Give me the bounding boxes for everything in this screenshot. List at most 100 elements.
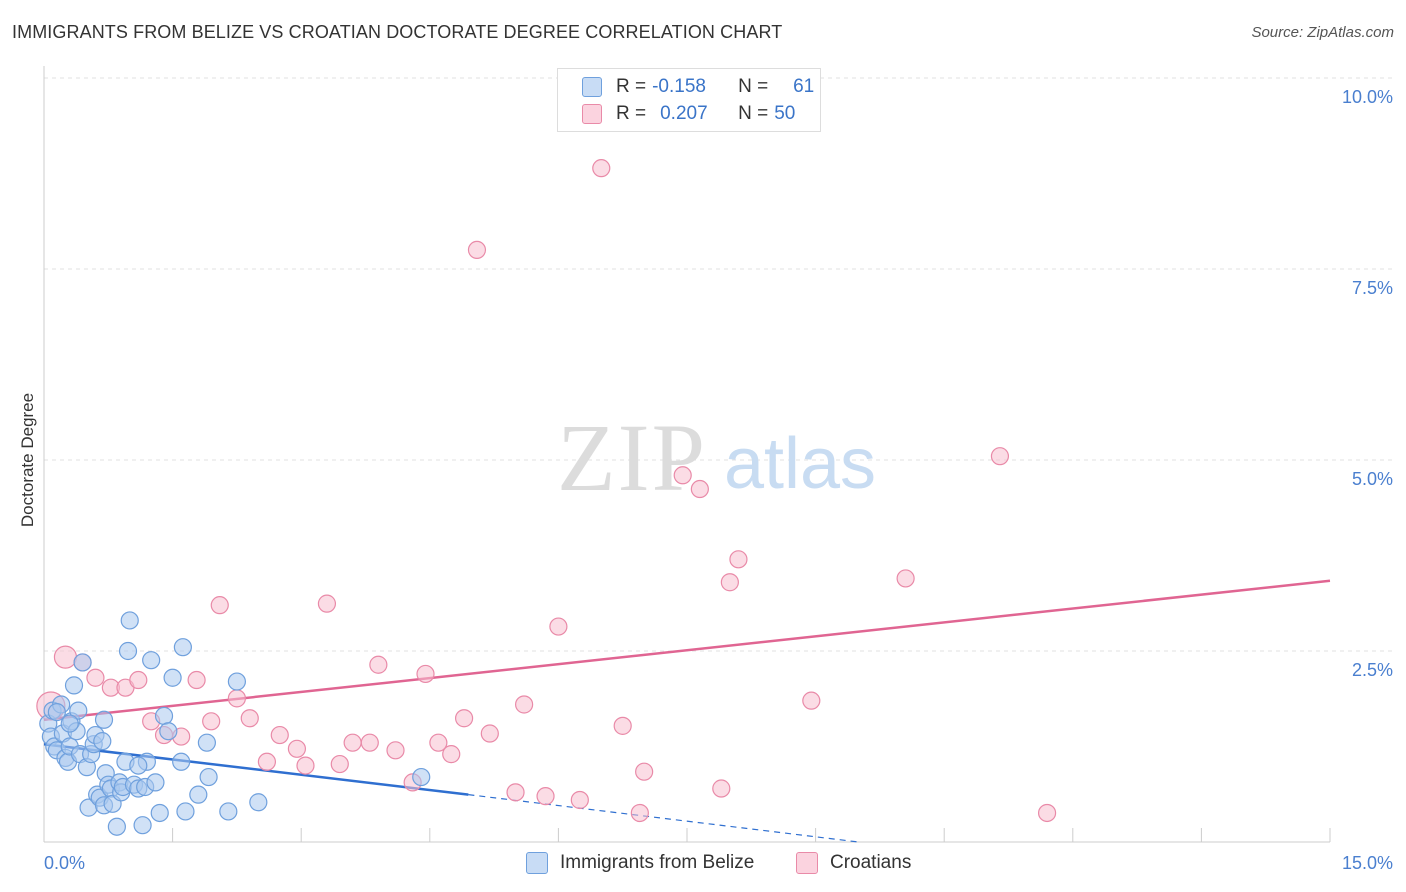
trend-lines [43, 579, 1331, 843]
croatians-point [515, 695, 534, 714]
croatians-point [729, 550, 748, 569]
legend-r-value: 0.207 [660, 103, 708, 124]
croatians-point [343, 733, 362, 752]
croatians-point [592, 159, 611, 178]
croatians-point [506, 783, 525, 802]
legend-swatch-croatians [796, 852, 818, 874]
legend-swatch-croatians [582, 104, 602, 124]
croatians-point [86, 668, 105, 687]
belize-point [159, 722, 178, 741]
legend-n-value: 50 [774, 103, 796, 124]
data-points [36, 159, 1057, 836]
croatians-point [202, 712, 221, 731]
belize-point [64, 676, 84, 695]
croatians-point [187, 670, 206, 690]
croatians-point [896, 569, 915, 588]
croatians-point [613, 716, 632, 735]
belize-point [47, 703, 66, 722]
legend-r-label: R = [616, 76, 647, 97]
tick-labels: 2.5% 5.0% 7.5% 10.0% 0.0% 15.0% [44, 87, 1393, 873]
croatians-point [429, 733, 448, 752]
croatians-point [210, 596, 229, 615]
belize-point [60, 714, 79, 733]
croatians-point [712, 779, 731, 798]
belize-point [172, 752, 191, 771]
croatians-point [287, 739, 307, 758]
belize-point [173, 638, 192, 657]
legend-r-label: R = [616, 103, 647, 124]
gridlines [44, 77, 1394, 652]
belize-point [154, 706, 174, 726]
croatians-point [454, 709, 474, 728]
x-tick-label: 15.0% [1342, 853, 1393, 873]
croatians-point [129, 670, 148, 690]
chart-title: IMMIGRANTS FROM BELIZE VS CROATIAN DOCTO… [12, 22, 783, 42]
series-legend: Immigrants from Belize Croatians [0, 852, 1406, 878]
croatians-point [570, 790, 589, 810]
correlation-legend: R = -0.158 N = 61 R = 0.207 N = 50 [557, 68, 821, 132]
legend-row-croatians: R = 0.207 N = 50 [582, 101, 810, 127]
croatians-point [1037, 803, 1057, 823]
croatians-point [630, 803, 649, 823]
legend-label-croatians: Croatians [830, 852, 912, 873]
belize-point [142, 651, 161, 670]
x-tick-label: 0.0% [44, 853, 85, 873]
belize-point [199, 767, 218, 787]
croatians-point [990, 447, 1010, 466]
belize-point [129, 756, 148, 775]
croatians-point [227, 689, 246, 708]
croatians-point [635, 762, 654, 781]
croatians-point [442, 745, 461, 764]
belize-point [197, 733, 216, 752]
legend-row-belize: R = -0.158 N = 61 [582, 74, 814, 100]
croatians-point [802, 691, 821, 710]
belize-point [73, 653, 92, 672]
legend-label-belize: Immigrants from Belize [560, 852, 755, 873]
croatians-trend-line [43, 579, 1331, 722]
croatians-point [317, 594, 337, 613]
croatians-point [536, 787, 555, 806]
croatians-point [690, 479, 709, 499]
belize-point [69, 701, 88, 720]
belize-point [227, 672, 246, 691]
legend-swatch-belize [526, 852, 548, 874]
legend-swatch-belize [582, 77, 602, 97]
belize-point [107, 817, 126, 836]
belize-trend-line [43, 742, 469, 796]
belize-point [163, 668, 182, 687]
croatians-point [416, 664, 435, 684]
belize-point [94, 710, 114, 729]
croatians-point [296, 756, 315, 775]
belize-point [146, 773, 165, 792]
belize-point [176, 802, 195, 821]
legend-item-croatians[interactable]: Croatians [796, 852, 911, 874]
y-tick-label: 2.5% [1352, 660, 1393, 680]
croatians-point [240, 709, 259, 728]
belize-point [412, 767, 431, 787]
croatians-point [270, 725, 289, 745]
y-tick-label: 5.0% [1352, 469, 1393, 489]
croatians-point [330, 754, 349, 774]
croatians-point [673, 466, 692, 485]
croatians-point [549, 617, 568, 636]
belize-point [219, 802, 238, 821]
croatians-point [480, 724, 499, 743]
y-tick-label: 7.5% [1352, 278, 1393, 298]
belize-point [150, 803, 169, 823]
legend-n-value: 61 [793, 76, 815, 97]
belize-trend-extension [468, 794, 859, 843]
croatians-point [386, 741, 405, 760]
source-label: Source: ZipAtlas.com [1251, 24, 1394, 41]
croatians-point [257, 752, 277, 771]
y-tick-label: 10.0% [1342, 87, 1393, 107]
watermark-zip: ZIP [557, 404, 707, 511]
croatians-point [720, 573, 739, 592]
croatians-point [360, 733, 379, 752]
legend-n-label: N = [738, 103, 769, 124]
legend-r-value: -0.158 [652, 76, 706, 97]
belize-point [93, 732, 112, 751]
belize-point [118, 641, 138, 661]
croatians-point [467, 240, 487, 259]
legend-item-belize[interactable]: Immigrants from Belize [526, 852, 754, 874]
